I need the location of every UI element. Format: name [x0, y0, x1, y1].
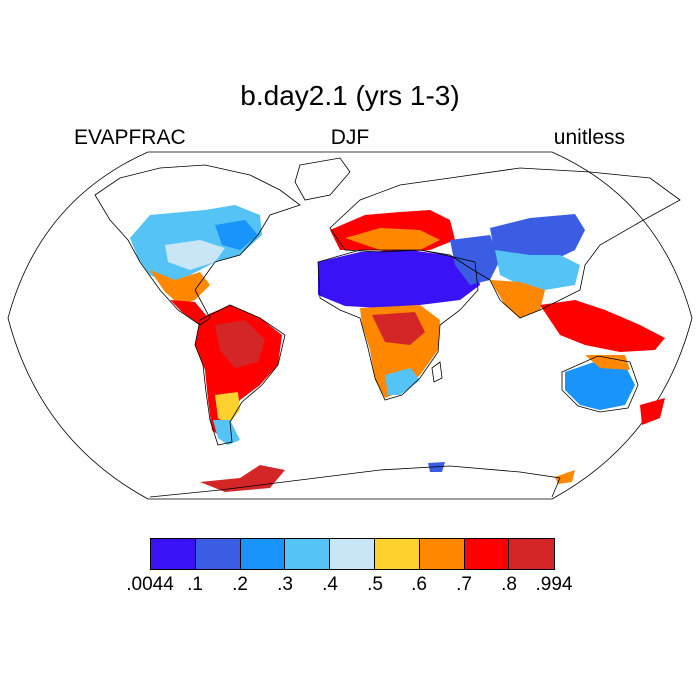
south-america-tip	[213, 420, 240, 445]
field-shading	[130, 205, 665, 492]
colorbar-swatch-1	[151, 539, 196, 569]
australia-field	[565, 360, 635, 410]
north-america-east	[215, 220, 258, 250]
season-label: DJF	[330, 126, 370, 149]
variable-name: EVAPFRAC	[74, 126, 186, 149]
europe-mid	[345, 228, 440, 250]
colorbar-tick-label: .0044	[126, 574, 174, 595]
colorbar-tick-label: .3	[277, 574, 293, 595]
south-america-core	[215, 320, 265, 368]
north-america-light	[165, 240, 225, 270]
siberia-field	[490, 214, 585, 262]
coastlines	[94, 157, 681, 498]
colorbar-tick-label: .2	[232, 574, 248, 595]
southeast-asia-field	[540, 300, 665, 352]
colorbar-swatch-5	[330, 539, 375, 569]
australia-north	[585, 355, 630, 370]
antarctica-patch-1	[200, 465, 285, 492]
colorbar-swatch-6	[374, 539, 420, 569]
colorbar-tick-label: .5	[367, 574, 383, 595]
colorbar-tick-label: .8	[501, 574, 517, 595]
middle-east-field	[450, 235, 500, 285]
colorbar-swatch-8	[464, 539, 510, 569]
colorbar-swatch-7	[419, 539, 465, 569]
colorbar-tick-label: .994	[535, 574, 573, 595]
colorbar-tick-label: .6	[411, 574, 427, 595]
new-zealand-field	[640, 398, 665, 425]
colorbar-tick-label: .1	[187, 574, 203, 595]
colorbar-swatch-9	[509, 539, 555, 569]
south-asia-field	[490, 280, 545, 318]
north-america-south	[150, 270, 210, 305]
sahara-field	[318, 250, 480, 308]
colorbar	[150, 538, 556, 570]
africa-core	[372, 312, 425, 345]
south-america-south	[215, 392, 240, 425]
colorbar-tick-label: .4	[322, 574, 338, 595]
africa-south	[385, 368, 420, 395]
colorbar-swatch-3	[240, 539, 286, 569]
colorbar-swatch-2	[195, 539, 241, 569]
central-asia-field	[495, 250, 580, 290]
antarctica-patch-3	[555, 470, 575, 484]
units-label: unitless	[553, 126, 625, 149]
colorbar-tick-label: .7	[456, 574, 472, 595]
colorbar-swatch-4	[285, 539, 331, 569]
map-title: b.day2.1 (yrs 1-3)	[240, 80, 460, 111]
